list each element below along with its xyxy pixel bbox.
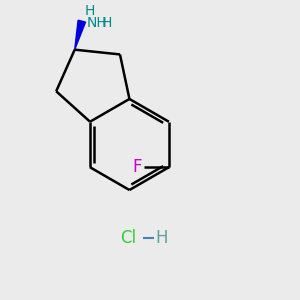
Text: H: H (85, 4, 95, 19)
Text: F: F (132, 158, 142, 176)
Text: H: H (101, 16, 112, 30)
Polygon shape (75, 20, 86, 50)
Text: H: H (155, 230, 168, 247)
Text: Cl: Cl (120, 230, 136, 247)
Text: NH: NH (86, 16, 107, 30)
